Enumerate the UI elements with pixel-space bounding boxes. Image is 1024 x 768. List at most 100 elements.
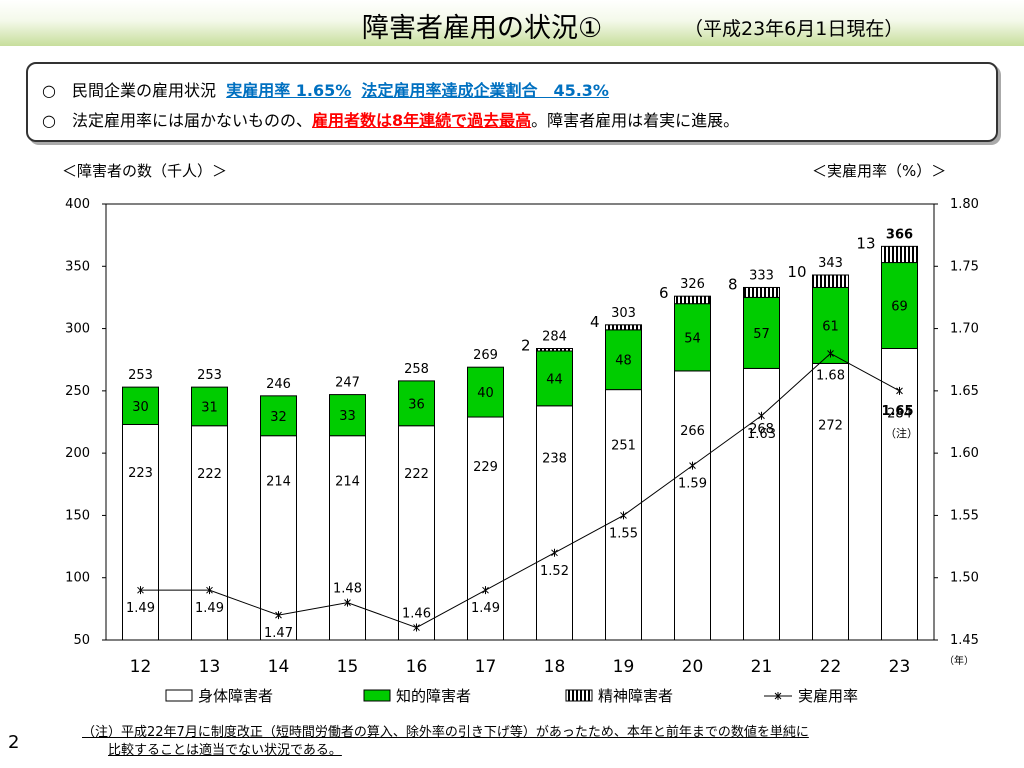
total-value-label: 343 — [818, 256, 843, 271]
plot-frame — [105, 203, 935, 641]
right-axis-tick-label: 1.50 — [950, 571, 979, 586]
line-value-label: 1.55 — [609, 526, 638, 541]
x-axis-tick-label: 20 — [682, 657, 704, 677]
left-axis-title: ＜障害者の数（千人）＞ — [62, 162, 228, 180]
line-note-label: （注） — [885, 426, 918, 440]
line-value-label: 1.49 — [195, 601, 224, 616]
total-value-label: 246 — [266, 377, 291, 392]
bar-intellectual — [605, 329, 642, 391]
bar-mental — [743, 286, 780, 298]
bar-physical — [398, 425, 435, 641]
line-point-marker — [413, 623, 420, 632]
bar-physical — [467, 416, 504, 641]
line-point-marker — [758, 411, 765, 420]
total-value-label: 303 — [611, 306, 636, 321]
x-axis-tick-label: 12 — [130, 657, 152, 677]
physical-value-label: 268 — [749, 422, 774, 437]
bar-mental — [881, 245, 918, 264]
intellectual-value-label: 30 — [132, 400, 149, 415]
bullet-circle-icon: ○ — [42, 111, 56, 130]
total-value-label: 366 — [886, 227, 913, 242]
x-axis-tick-label: 19 — [613, 657, 635, 677]
bar-physical — [743, 367, 780, 641]
right-axis-tick-label: 1.80 — [950, 197, 979, 212]
mental-value-label: 2 — [521, 337, 531, 355]
physical-value-label: 222 — [197, 467, 222, 482]
physical-value-label: 266 — [680, 424, 705, 439]
intellectual-value-label: 57 — [753, 327, 770, 342]
bar-mental — [812, 274, 849, 288]
line-point-marker — [827, 349, 834, 358]
x-axis-tick-label: 17 — [475, 657, 497, 677]
title-band — [0, 0, 1024, 46]
bar-intellectual — [674, 303, 711, 372]
page-subtitle: （平成23年6月1日現在） — [684, 18, 904, 40]
bar-physical — [812, 362, 849, 641]
summary-prefix-1: 民間企業の雇用状況 — [72, 81, 217, 100]
line-value-label: 1.48 — [333, 582, 362, 597]
record-high-text: 雇用者数は8年連続で過去最高 — [312, 111, 532, 130]
left-axis-tick-label: 50 — [73, 633, 90, 648]
bar-intellectual — [122, 386, 159, 425]
legend-label-line: 実雇用率 — [798, 687, 858, 705]
bar-intellectual — [191, 386, 228, 427]
total-value-label: 269 — [473, 348, 498, 363]
legend-label-physical: 身体障害者 — [198, 687, 273, 705]
summary-prefix-2: 法定雇用率には届かないものの、 — [72, 111, 313, 130]
physical-value-label: 272 — [818, 418, 843, 433]
legend-label-intellectual: 知的障害者 — [396, 687, 471, 705]
physical-value-label: 214 — [266, 475, 291, 490]
physical-value-label: 251 — [611, 439, 636, 454]
x-axis-tick-label: 16 — [406, 657, 428, 677]
left-axis-tick-label: 100 — [65, 571, 90, 586]
line-point-marker — [896, 386, 903, 395]
line-point-marker — [551, 548, 558, 557]
line-value-label: 1.49 — [126, 601, 155, 616]
mental-value-label: 4 — [590, 313, 600, 331]
intellectual-value-label: 61 — [822, 319, 839, 334]
right-axis-tick-label: 1.70 — [950, 322, 979, 337]
line-value-label: 1.52 — [540, 564, 569, 579]
total-value-label: 258 — [404, 362, 429, 377]
bar-intellectual — [329, 394, 366, 437]
footnote-line-1: （注）平成22年7月に制度改正（短時間労働者の算入、除外率の引き下げ等）があった… — [82, 725, 809, 740]
intellectual-value-label: 31 — [201, 400, 218, 415]
bar-intellectual — [881, 262, 918, 350]
x-axis-tick-label: 21 — [751, 657, 773, 677]
footnote: （注）平成22年7月に制度改正（短時間労働者の算入、除外率の引き下げ等）があった… — [82, 724, 809, 760]
employment-rate-text: 実雇用率 1.65% — [226, 81, 352, 100]
bar-physical — [260, 435, 297, 641]
intellectual-value-label: 36 — [408, 397, 425, 412]
summary-box: ○ 民間企業の雇用状況 実雇用率 1.65% 法定雇用率達成企業割合 45.3% … — [26, 62, 998, 142]
mental-value-label: 6 — [659, 284, 669, 302]
line-value-label: 1.59 — [678, 477, 707, 492]
line-point-marker — [620, 511, 627, 520]
intellectual-value-label: 40 — [477, 386, 494, 401]
right-axis-tick-label: 1.75 — [950, 259, 979, 274]
legend-swatch-mental — [565, 689, 593, 702]
right-axis-tick-label: 1.60 — [950, 446, 979, 461]
bar-intellectual — [398, 380, 435, 427]
left-axis-tick-label: 400 — [65, 197, 90, 212]
line-value-label: 1.68 — [816, 368, 845, 383]
legend-label-mental: 精神障害者 — [598, 687, 673, 705]
bar-physical — [329, 435, 366, 641]
mental-value-label: 8 — [728, 275, 738, 293]
bar-mental — [536, 348, 573, 352]
summary-line-2: ○ 法定雇用率には届かないものの、雇用者数は8年連続で過去最高。障害者雇用は着実に… — [42, 107, 739, 131]
intellectual-value-label: 44 — [546, 372, 563, 387]
x-axis-tick-label: 13 — [199, 657, 221, 677]
left-axis-tick-label: 250 — [65, 384, 90, 399]
line-value-label: 1.47 — [264, 626, 293, 641]
total-value-label: 247 — [335, 376, 360, 391]
line-point-marker — [689, 461, 696, 470]
mental-value-label: 13 — [856, 234, 875, 252]
bar-intellectual — [743, 296, 780, 369]
intellectual-value-label: 32 — [270, 410, 287, 425]
right-axis-tick-label: 1.45 — [950, 633, 979, 648]
total-value-label: 284 — [542, 330, 567, 345]
bar-physical — [536, 405, 573, 641]
right-axis-tick-label: 1.55 — [950, 508, 979, 523]
legend-swatch-intellectual — [363, 689, 391, 702]
legend-swatch-physical — [165, 689, 193, 702]
